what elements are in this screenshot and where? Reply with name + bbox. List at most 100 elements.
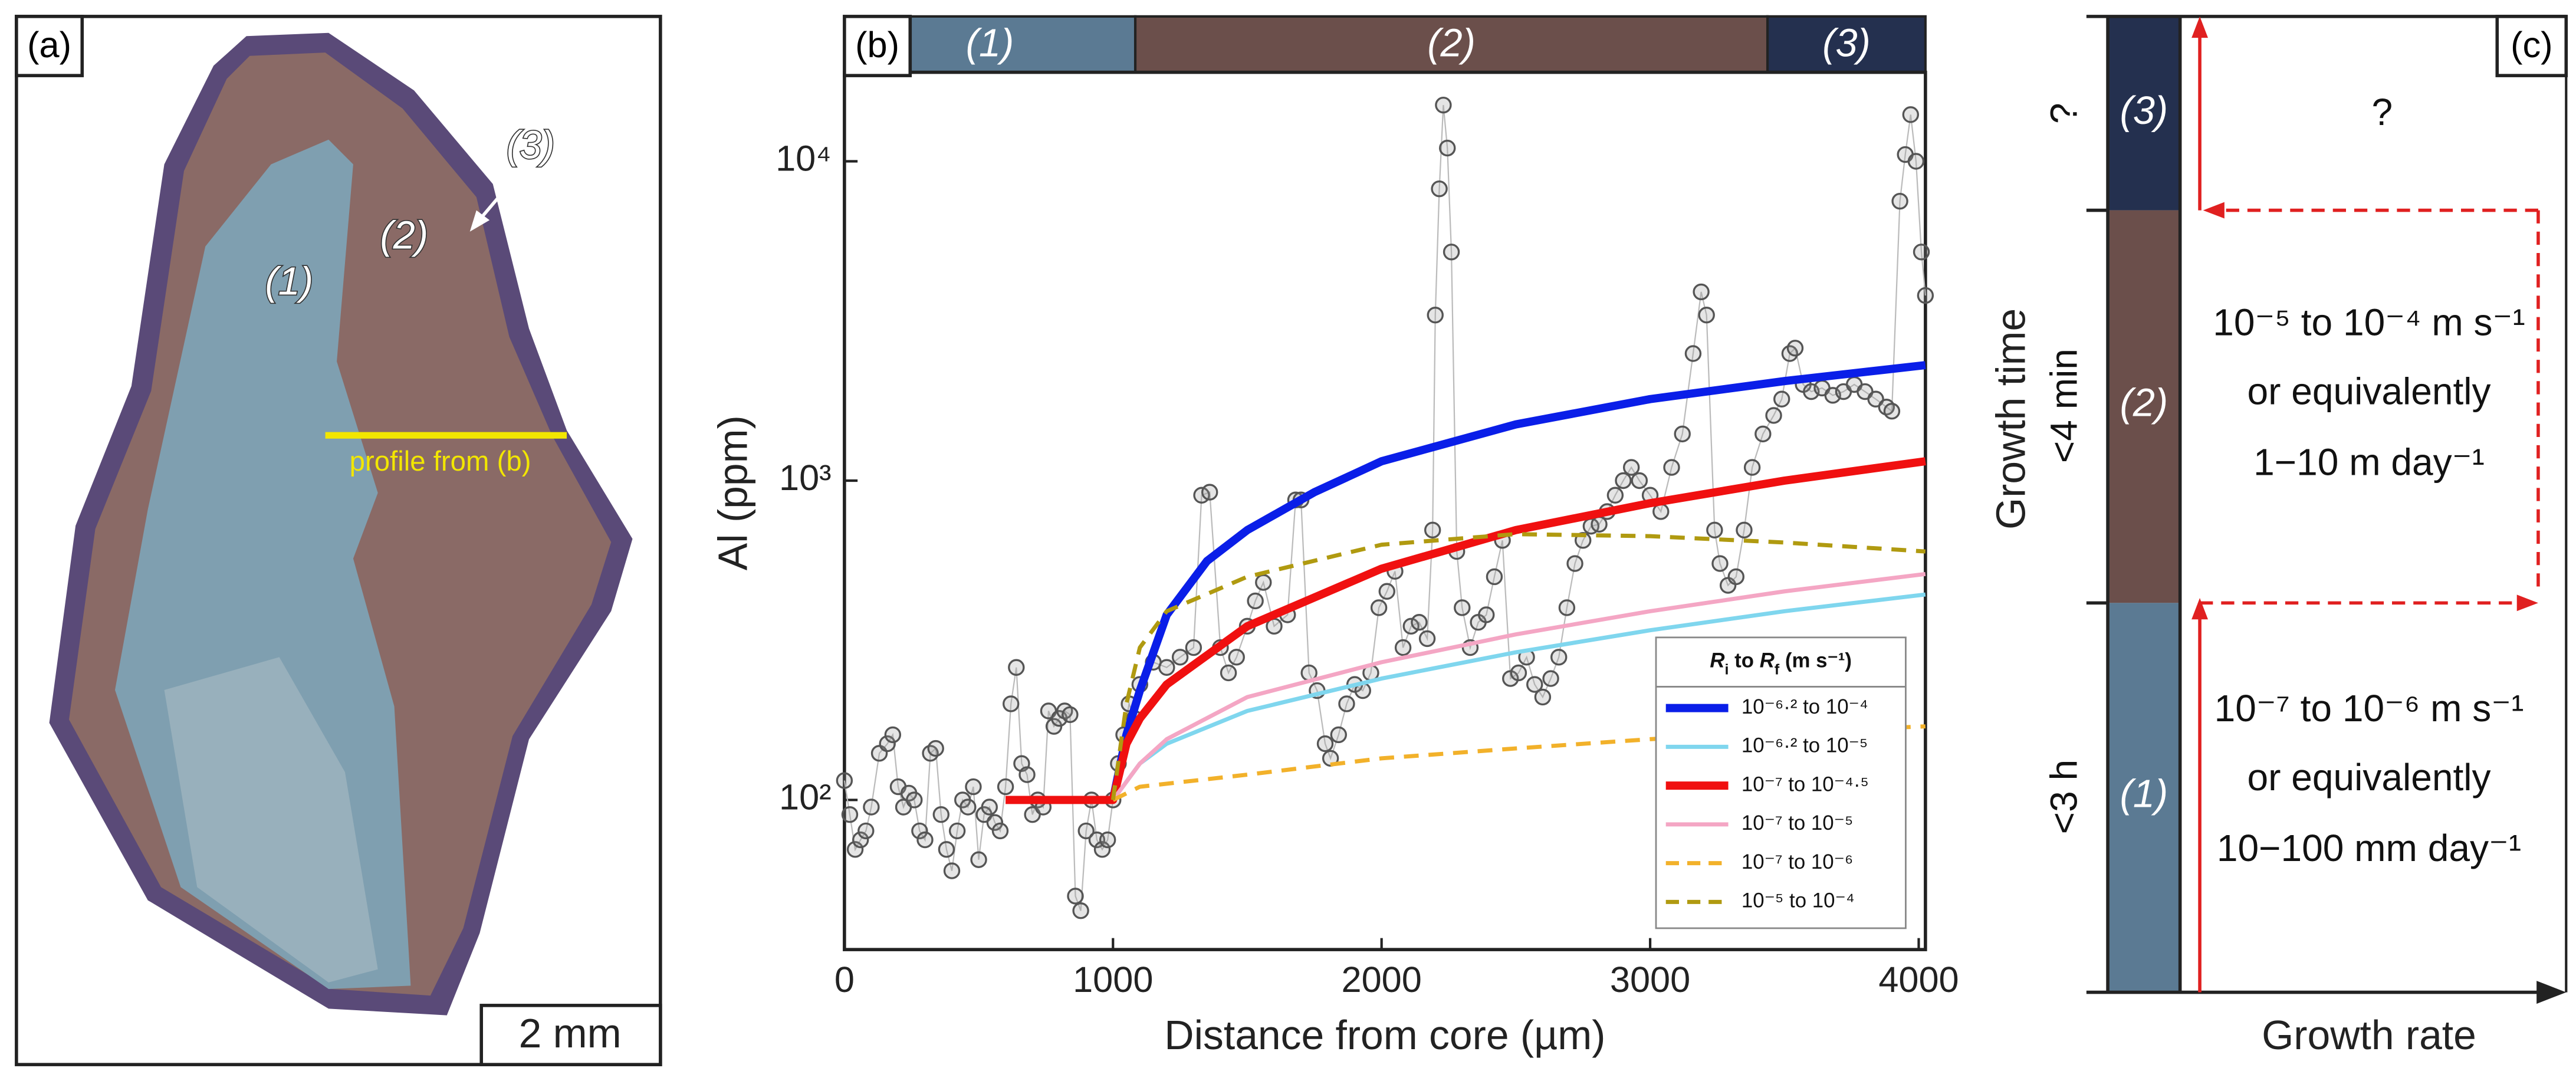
data-point — [906, 791, 923, 809]
rate-text: 10⁻⁵ to 10⁻⁴ m s⁻¹ — [2213, 301, 2525, 343]
x-tick-label: 1000 — [1073, 960, 1153, 1000]
data-point — [1883, 403, 1901, 420]
data-point — [1394, 639, 1412, 656]
x-tick-label: 0 — [834, 960, 855, 1000]
data-point — [1370, 599, 1388, 616]
legend-title-part: R — [1710, 649, 1724, 672]
data-point — [1077, 822, 1095, 840]
axis-arrow — [2536, 981, 2567, 1004]
data-point — [884, 726, 902, 744]
data-point — [1099, 831, 1116, 849]
legend-title-part: R — [1760, 649, 1775, 672]
arrow-head — [2516, 594, 2538, 612]
data-point — [852, 831, 869, 849]
arrows — [2198, 26, 2540, 993]
legend-label: 10⁻⁷ to 10⁻⁶ — [1742, 850, 1854, 873]
data-point — [1008, 659, 1025, 676]
data-point — [1443, 244, 1460, 261]
legend-label: 10⁻⁷ to 10⁻⁵ — [1742, 811, 1854, 834]
data-line — [843, 105, 1926, 911]
zone-label: (2) — [1427, 21, 1476, 65]
data-point — [1615, 472, 1632, 489]
data-point — [1418, 630, 1436, 648]
data-point — [1891, 192, 1908, 210]
zone-label: (1) — [2120, 772, 2168, 816]
data-point — [1247, 592, 1264, 610]
data-point — [1786, 340, 1804, 357]
plot-frame — [843, 70, 1927, 951]
data-point — [1439, 139, 1456, 157]
legend-label: 10⁻⁷ to 10⁻⁴·⁵ — [1742, 773, 1869, 796]
zone-bar — [2108, 603, 2180, 993]
data-point — [916, 831, 934, 849]
data-point — [1907, 153, 1925, 170]
growth-time: <4 min — [2042, 349, 2085, 463]
data-point — [1917, 287, 1934, 304]
arrow-head — [2191, 598, 2208, 620]
rate-text: 10⁻⁷ to 10⁻⁶ m s⁻¹ — [2214, 687, 2524, 730]
data-point — [1727, 568, 1745, 586]
data-point — [1402, 617, 1420, 635]
data-point — [846, 841, 864, 858]
data-point — [1534, 688, 1552, 706]
data-point — [1510, 664, 1527, 682]
panel-label: (a) — [27, 25, 71, 65]
model-curve — [1111, 571, 1926, 801]
scale-box — [479, 1004, 662, 1066]
data-point — [943, 862, 961, 879]
zone-bar — [2108, 210, 2180, 603]
zone-band — [1766, 15, 1927, 74]
zone-bar — [2108, 16, 2180, 211]
data-point — [1228, 649, 1245, 666]
data-point — [1072, 902, 1089, 919]
data-point — [1631, 472, 1648, 489]
data-point — [1566, 555, 1583, 572]
arrow-head — [2191, 16, 2208, 38]
panel-c: (3) (2) (1) ? <4 min <3 h Growth time Gr… — [1988, 15, 2568, 1058]
data-point — [1693, 283, 1710, 301]
panel-label-box — [843, 15, 912, 77]
panel-label: (c) — [2511, 25, 2552, 65]
data-point — [1478, 606, 1495, 623]
data-point — [1316, 735, 1334, 753]
x-tick-label: 4000 — [1878, 960, 1959, 1000]
data-point — [1743, 459, 1761, 476]
data-point — [986, 814, 1004, 831]
data-point — [1411, 614, 1428, 631]
zone-label: (1) — [265, 259, 313, 304]
data-point — [1171, 649, 1189, 666]
legend-label: 10⁻⁵ to 10⁻⁴ — [1742, 889, 1855, 912]
y-tick-label: 10² — [779, 777, 832, 817]
legend-label: 10⁻⁶·² to 10⁻⁴ — [1742, 695, 1868, 718]
data-point — [1902, 106, 1920, 123]
data-point — [965, 778, 982, 796]
data-point — [960, 799, 977, 816]
data-point — [1711, 555, 1729, 572]
zone-label: (1) — [966, 21, 1014, 65]
crystal-highlight — [164, 657, 378, 983]
rate-text: 10−100 mm day⁻¹ — [2217, 827, 2521, 869]
data-point — [1018, 766, 1036, 783]
data-point — [1486, 568, 1503, 586]
data-point — [1765, 407, 1782, 424]
data-point — [1526, 676, 1543, 693]
data-point — [1454, 599, 1471, 616]
model-curve — [1006, 457, 1926, 804]
data-point — [1773, 390, 1790, 408]
data-point — [1550, 649, 1568, 666]
data-point — [879, 735, 896, 753]
data-point — [1062, 706, 1079, 723]
data-point — [1185, 639, 1202, 656]
model-curve — [1110, 532, 1926, 800]
data-point — [1255, 574, 1272, 591]
data-point — [1201, 484, 1218, 501]
panel-a: profile from (b) (1) (2) (3) (a) 2 mm — [15, 15, 662, 1066]
rate-text: or equivalently — [2247, 370, 2490, 412]
data-point — [841, 806, 859, 823]
legend-title-part: to — [1729, 649, 1760, 672]
rate-text: 1−10 m day⁻¹ — [2253, 441, 2485, 483]
data-point — [911, 822, 928, 840]
data-point — [1706, 521, 1723, 539]
data-point — [938, 841, 955, 858]
data-point — [948, 822, 966, 840]
